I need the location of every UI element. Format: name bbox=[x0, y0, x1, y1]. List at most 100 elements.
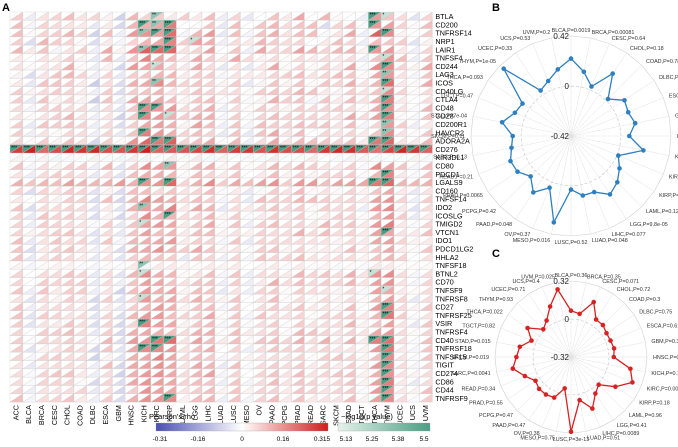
radar-category-label: KIRC,P=0.0024 bbox=[647, 386, 678, 392]
radar-spoke bbox=[551, 135, 572, 235]
radar-spoke bbox=[528, 293, 572, 358]
heatmap-significance-mark: *** bbox=[139, 104, 145, 110]
heatmap-row-label: ADORA2A bbox=[435, 137, 470, 146]
heatmap-row-label: CD40 bbox=[435, 336, 453, 345]
heatmap-significance-mark: *** bbox=[139, 179, 145, 185]
radar-category-label: UCEC,P=0.71 bbox=[491, 287, 525, 293]
radar-spoke bbox=[496, 356, 572, 373]
heatmap-significance-mark: *** bbox=[165, 336, 171, 342]
heatmap-row-label: TMIGD2 bbox=[435, 220, 462, 229]
radar-spoke bbox=[478, 97, 572, 137]
radar-category-label: BRCA,P=0.00081 bbox=[592, 30, 635, 36]
heatmap-significance-mark: *** bbox=[293, 145, 299, 151]
radar-data-point bbox=[499, 120, 505, 125]
heatmap-column-label: HNSC bbox=[127, 405, 136, 425]
heatmap-significance-mark: * bbox=[382, 287, 384, 293]
radar-data-point bbox=[600, 322, 606, 328]
heatmap-significance-mark: *** bbox=[382, 79, 388, 85]
heatmap-row-label: TIGIT bbox=[435, 361, 454, 370]
radar-data-point bbox=[607, 192, 613, 197]
pvalue-tick-1: 5.13 bbox=[340, 436, 353, 443]
radar-tick-label: 0 bbox=[565, 315, 570, 324]
heatmap-row-label: LAG3 bbox=[435, 70, 453, 79]
radar-data-point bbox=[591, 299, 596, 305]
radar-data-point bbox=[608, 338, 613, 343]
radar-data-point bbox=[544, 318, 549, 323]
heatmap-column-label: LUAD bbox=[216, 405, 225, 424]
rho-tick-3: 0 bbox=[240, 436, 244, 443]
radar-data-point bbox=[617, 166, 622, 171]
radar-data-point bbox=[517, 344, 523, 350]
radar-data-point bbox=[547, 304, 553, 309]
radar-category-label: GBM,P=0.33 bbox=[651, 339, 678, 345]
pvalue-tick-2: 5.25 bbox=[366, 436, 379, 443]
rho-tick-2: -0.16 bbox=[191, 436, 206, 443]
heatmap-significance-mark: *** bbox=[254, 145, 260, 151]
radar-spoke bbox=[570, 286, 601, 358]
heatmap-significance-mark: *** bbox=[165, 394, 171, 400]
radar-category-label: PCPG,P=0.42 bbox=[462, 209, 496, 215]
heatmap-row-label: CD70 bbox=[435, 278, 453, 287]
heatmap-column-label: ESCA bbox=[101, 405, 110, 425]
heatmap-significance-mark: *** bbox=[242, 145, 248, 151]
heatmap-significance-mark: *** bbox=[318, 145, 324, 151]
radar-category-label: UVM,P=0.2 bbox=[523, 30, 551, 36]
radar-category-label: ESCA,P=0.21 bbox=[669, 93, 678, 99]
heatmap-significance-mark: ** bbox=[165, 162, 169, 168]
radar-data-point bbox=[604, 330, 609, 336]
heatmap-significance-mark: *** bbox=[382, 378, 388, 384]
radar-spoke bbox=[570, 356, 614, 421]
heatmap-significance-mark: *** bbox=[382, 386, 388, 392]
radar-category-label: UCS,P=0.4 bbox=[512, 279, 539, 285]
radar-spoke bbox=[541, 356, 572, 428]
radar-spoke bbox=[570, 135, 627, 220]
heatmap-row-label: IDO1 bbox=[435, 236, 452, 245]
radar-data-point bbox=[628, 366, 633, 372]
heatmap-column-label: READ bbox=[306, 405, 315, 425]
radar-data-point bbox=[562, 386, 567, 391]
radar-category-label: MESO,P=0.75 bbox=[520, 435, 555, 441]
heatmap-column-label: LUSC bbox=[229, 405, 238, 424]
heatmap-row-label: NRP1 bbox=[435, 37, 454, 46]
radar-data-point bbox=[613, 384, 618, 390]
radar-category-label: COAD,P=0.78 bbox=[646, 59, 678, 65]
heatmap-significance-mark: ** bbox=[152, 13, 156, 19]
heatmap-row-label: IDO2 bbox=[435, 203, 452, 212]
radar-category-label: PCPG,P=0.47 bbox=[479, 413, 513, 419]
radar-category-label: GBM,P=0.088 bbox=[675, 113, 678, 119]
radar-data-point bbox=[596, 382, 601, 388]
radar-spoke bbox=[570, 356, 642, 387]
radar-spoke bbox=[515, 135, 572, 220]
pvalue-tick-3: 5.38 bbox=[392, 436, 405, 443]
radar-spoke bbox=[472, 116, 572, 137]
heatmap-significance-mark: *** bbox=[370, 179, 376, 185]
heatmap-row-label: CD40LG bbox=[435, 87, 463, 96]
radar-category-label: HNSC,P=0.51 bbox=[653, 355, 678, 361]
radar-chart-c: 0.32 0 -0.32 BLCA,P=0.36 BRCA,P=0.35CESC,P=0… bbox=[451, 273, 678, 443]
heatmap-significance-mark: *** bbox=[139, 345, 145, 351]
heatmap-column-label: KIRP bbox=[165, 405, 174, 422]
radar-chart-b: 0.42 0 -0.42 BLCA,P=0.0019 BRCA,P=0.00081CES… bbox=[431, 28, 678, 246]
radar-data-point bbox=[514, 354, 519, 360]
heatmap-column-label: ACC bbox=[11, 405, 20, 420]
heatmap-column-label: KICH bbox=[139, 405, 148, 422]
heatmap-significance-mark: *** bbox=[152, 345, 158, 351]
heatmap-row-label: CD80 bbox=[435, 162, 453, 171]
heatmap-significance-mark: *** bbox=[382, 29, 388, 35]
radar-data-point bbox=[520, 101, 525, 106]
radar-category-label: COAD,P=0.3 bbox=[629, 297, 660, 303]
heatmap-significance-mark: * bbox=[190, 38, 192, 44]
heatmap-significance-mark: *** bbox=[370, 145, 376, 151]
radar-spoke bbox=[570, 97, 664, 137]
radar-spoke bbox=[570, 282, 587, 358]
heatmap-significance-mark: *** bbox=[165, 38, 171, 44]
heatmap-significance-mark: *** bbox=[165, 137, 171, 143]
radar-data-point bbox=[541, 327, 546, 332]
radar-data-point bbox=[593, 391, 598, 396]
heatmap-significance-mark: *** bbox=[165, 212, 171, 218]
radar-spoke bbox=[570, 135, 642, 207]
radar-spoke bbox=[570, 356, 635, 400]
radar-spoke bbox=[570, 37, 591, 137]
radar-category-label: STAD,P=0.015 bbox=[455, 339, 491, 345]
heatmap-column-label: UVM bbox=[421, 405, 430, 421]
